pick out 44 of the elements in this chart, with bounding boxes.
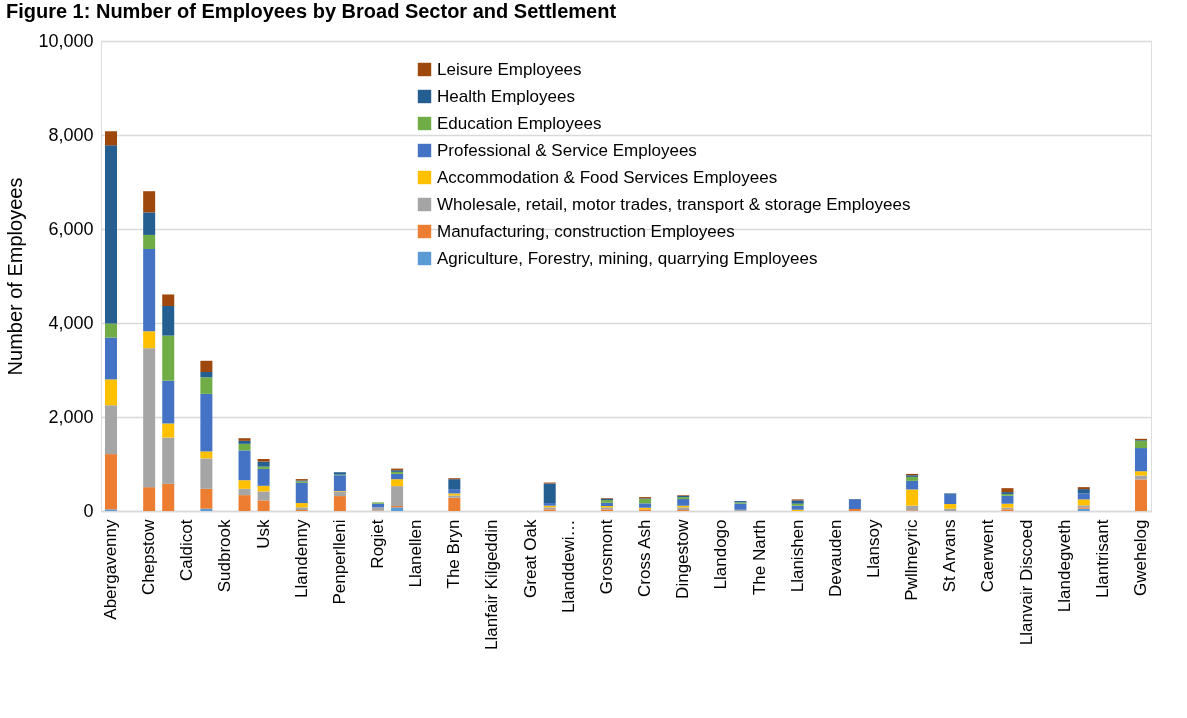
x-tick-label: Llanddewi… [558,519,578,614]
y-axis-title: Number of Employees [4,177,27,376]
x-tick-label: St Arvans [940,519,960,593]
y-tick-label: 8,000 [48,124,94,145]
y-tick-label: 10,000 [38,30,94,51]
x-tick-label: Llanfair Kilgeddin [482,519,502,650]
legend-label: Education Employees [437,113,602,133]
legend-label: Leisure Employees [437,59,582,79]
x-tick-label: Llandegveth [1054,519,1074,613]
legend-label: Agriculture, Forestry, mining, quarrying Employees [437,248,818,268]
x-tick-label: Pwllmeyric [902,519,922,601]
x-tick-label: Devauden [825,519,845,598]
x-tick-label: Caldicot [177,519,197,581]
x-tick-label: Sudbrook [215,519,235,593]
x-tick-label: Gwehelog [1130,519,1150,597]
x-tick-label: Usk [253,519,273,549]
y-tick-label: 2,000 [48,406,94,427]
x-tick-label: The Narth [749,519,769,596]
x-tick-label: Penperlleni [329,519,349,605]
x-tick-label: Great Oak [520,519,540,598]
y-tick-label: 4,000 [48,312,94,333]
x-tick-label: Rogiet [368,519,388,569]
x-tick-label: Abergavenny [101,519,121,620]
y-tick-label: 6,000 [48,218,94,239]
legend-label: Professional & Service Employees [437,140,697,160]
legend-label: Accommodation & Food Services Employees [437,167,778,187]
x-tick-label: Llansoy [863,519,883,579]
x-tick-label: Llanishen [787,519,807,593]
x-tick-label: Dingestow [673,518,693,599]
legend-label: Manufacturing, construction Employees [437,221,735,241]
y-tick-label: 0 [83,500,94,521]
x-tick-label: The Bryn [444,519,464,589]
x-tick-label: Llandenny [291,519,311,598]
x-tick-label: Llandogo [711,519,731,590]
x-tick-label: Grosmont [596,519,616,595]
x-tick-label: Caerwent [978,519,998,593]
x-tick-label: Llanellen [406,519,426,588]
legend-label: Wholesale, retail, motor trades, transport & storage Employees [437,194,911,214]
x-tick-label: Llanvair Discoed [1016,519,1036,646]
chart-title: Figure 1: Number of Employees by Broad Sector and Settlement [5,0,617,22]
legend-label: Health Employees [437,86,575,106]
x-tick-label: Cross Ash [635,519,655,597]
x-tick-label: Chepstow [139,518,159,596]
x-tick-label: Llantrisant [1092,519,1112,598]
